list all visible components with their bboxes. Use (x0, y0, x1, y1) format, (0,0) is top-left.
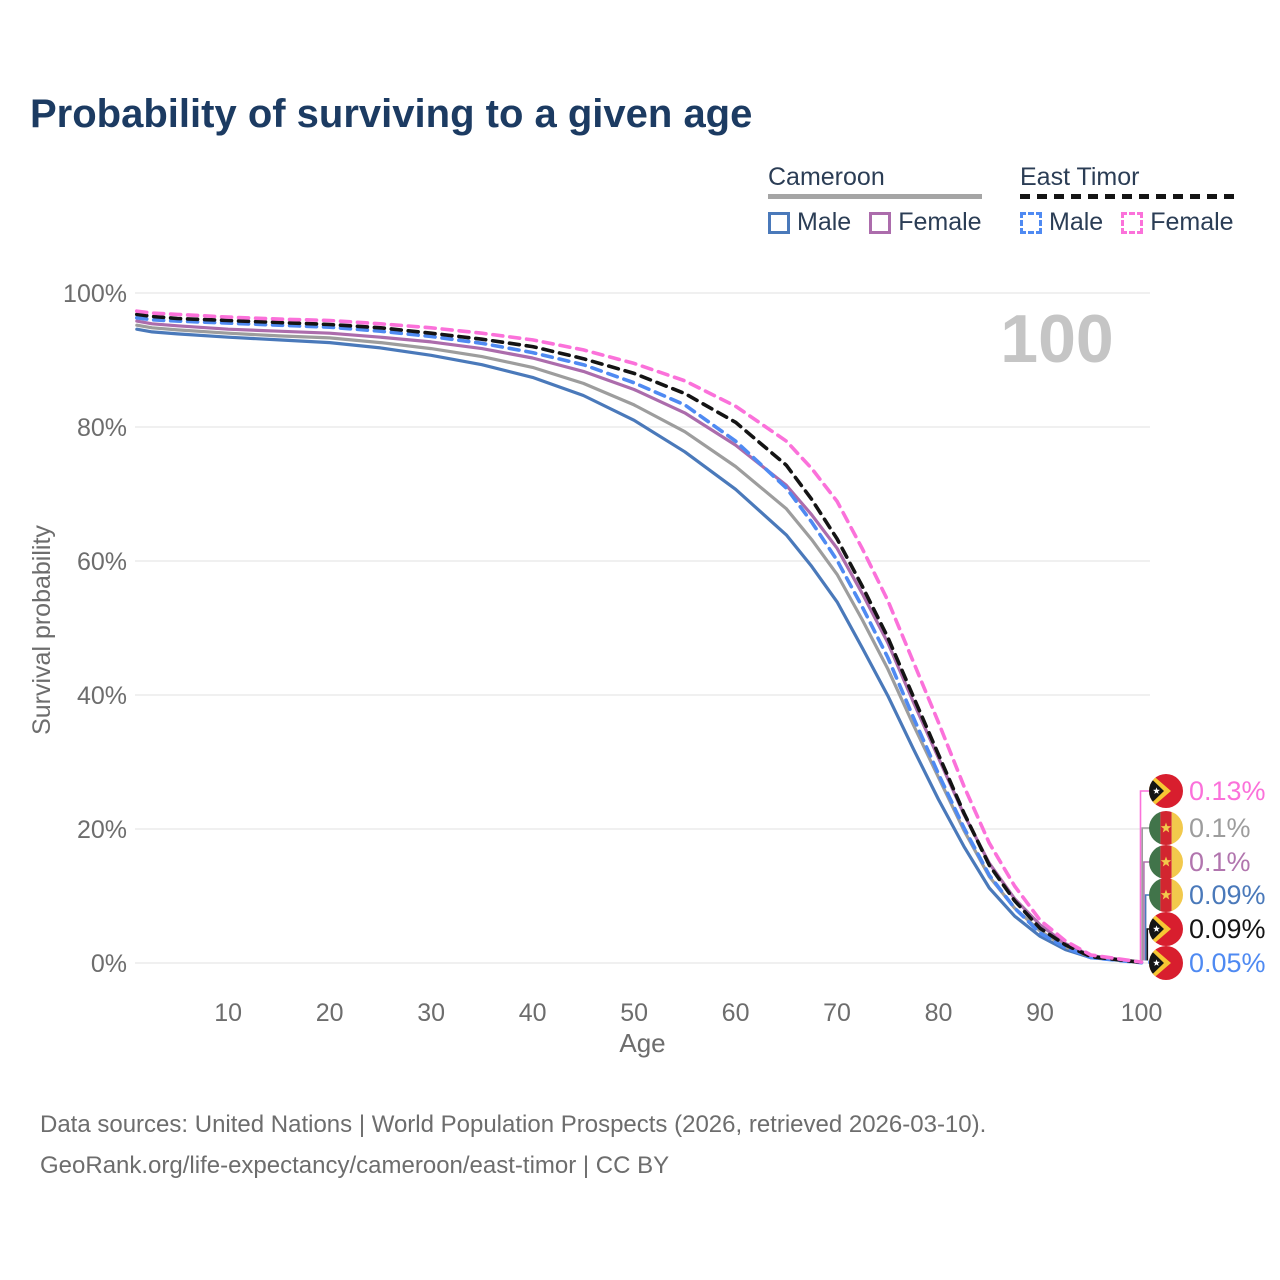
end-label-value: 0.09% (1189, 880, 1266, 910)
end-label-value: 0.05% (1189, 948, 1266, 978)
legend-label: Male (1049, 208, 1104, 236)
legend-group-east-timor: East Timor Male Female (1020, 163, 1234, 237)
x-axis-tick-label: 30 (417, 999, 445, 1027)
x-axis-tick-label: 90 (1026, 999, 1054, 1027)
x-axis-tick-label: 20 (316, 999, 344, 1027)
end-label-value: 0.1% (1189, 813, 1251, 843)
east-timor-average-line-swatch (1020, 194, 1234, 199)
age-watermark: 100 (1000, 301, 1113, 377)
x-axis-tick-label: 100 (1121, 999, 1163, 1027)
y-axis-tick-label: 40% (77, 682, 127, 710)
end-label-5[interactable]: 0.05% (1149, 946, 1266, 980)
x-axis-tick-label: 70 (823, 999, 851, 1027)
series-line-east-timor-both-sexes[interactable] (135, 312, 1144, 965)
east-timor-male-swatch-icon (1020, 211, 1042, 234)
legend-group-cameroon: Cameroon Male Female (768, 163, 982, 237)
footer-sources-line: Data sources: United Nations | World Pop… (40, 1111, 987, 1138)
y-axis-tick-label: 100% (63, 280, 127, 308)
x-axis-tick-label: 40 (519, 999, 547, 1027)
y-axis-tick-label: 0% (91, 950, 127, 978)
series-line-east-timor-male[interactable] (135, 315, 1144, 965)
leader-line (1141, 827, 1150, 961)
cameroon-female-swatch-icon (869, 211, 892, 234)
y-axis-tick-label: 80% (77, 414, 127, 442)
y-axis-tick-label: 20% (77, 816, 127, 844)
cameroon-flag-icon (1149, 878, 1183, 912)
end-label-0[interactable]: 0.13% (1149, 774, 1266, 808)
leader-line (1146, 928, 1150, 961)
legend-group-cameroon-title: Cameroon (768, 163, 885, 191)
end-label-value: 0.13% (1189, 776, 1266, 806)
x-axis-tick-label: 50 (620, 999, 648, 1027)
legend-label: Male (797, 208, 852, 236)
leader-line (1139, 790, 1150, 961)
end-label-1[interactable]: 0.1% (1149, 811, 1251, 845)
east-timor-flag-icon (1149, 912, 1183, 946)
east-timor-female-swatch-icon (1121, 211, 1144, 234)
legend-group-east-timor-title: East Timor (1020, 163, 1140, 191)
legend-item-east-timor-female[interactable]: Female (1121, 208, 1234, 237)
legend-item-cameroon-female[interactable]: Female (869, 208, 982, 237)
page-title: Probability of surviving to a given age (30, 92, 753, 136)
end-label-value: 0.1% (1189, 847, 1251, 877)
x-axis-tick-label: 60 (722, 999, 750, 1027)
legend-items-cameroon: Male Female (768, 208, 982, 237)
y-axis-title: Survival probability (28, 525, 56, 735)
east-timor-flag-icon (1149, 774, 1183, 808)
legend-label: Female (898, 208, 982, 236)
series-line-cameroon-male[interactable] (135, 327, 1144, 965)
y-axis-tick-label: 60% (77, 548, 127, 576)
data-source-footer: Data sources: United Nations | World Pop… (40, 1104, 986, 1186)
cameroon-male-swatch-icon (768, 211, 790, 234)
leader-line (1144, 894, 1150, 961)
end-label-2[interactable]: 0.1% (1149, 845, 1251, 879)
x-axis-tick-label: 10 (214, 999, 242, 1027)
legend-item-east-timor-male[interactable]: Male (1020, 208, 1103, 237)
end-label-3[interactable]: 0.09% (1149, 878, 1266, 912)
cameroon-flag-icon (1149, 845, 1183, 879)
cameroon-flag-icon (1149, 811, 1183, 845)
legend-item-cameroon-male[interactable]: Male (768, 208, 851, 237)
end-label-4[interactable]: 0.09% (1149, 912, 1266, 946)
x-axis-tick-label: 80 (925, 999, 953, 1027)
east-timor-flag-icon (1149, 946, 1183, 980)
cameroon-average-line-swatch (768, 194, 982, 199)
legend-items-east-timor: Male Female (1020, 208, 1234, 237)
x-axis-title: Age (619, 1028, 665, 1058)
footer-attribution-line: GeoRank.org/life-expectancy/cameroon/eas… (40, 1152, 670, 1179)
end-label-value: 0.09% (1189, 914, 1266, 944)
legend-label: Female (1150, 208, 1234, 236)
leader-line (1143, 861, 1150, 961)
